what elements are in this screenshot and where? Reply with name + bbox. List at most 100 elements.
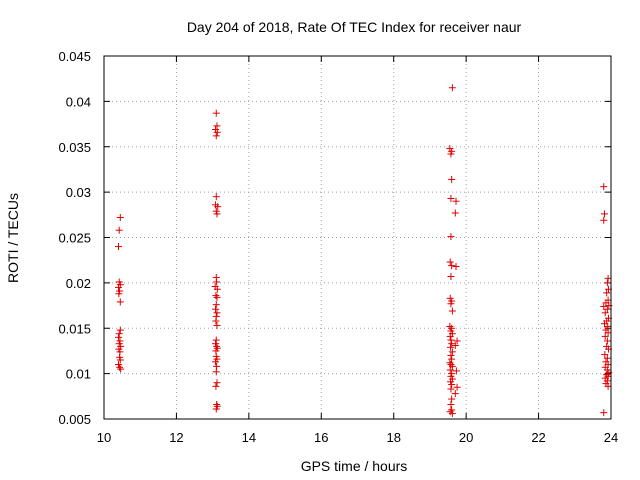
data-point [603, 354, 611, 362]
data-point [604, 372, 612, 380]
y-tick-label: 0.025 [58, 231, 91, 246]
data-point [603, 305, 611, 313]
x-tick-label: 10 [97, 430, 111, 445]
data-point [446, 359, 454, 367]
data-point [448, 262, 456, 270]
data-point [213, 278, 221, 286]
data-point [214, 203, 222, 211]
data-point [604, 329, 612, 337]
data-point [116, 326, 124, 334]
data-point [448, 175, 456, 183]
data-point [448, 348, 456, 356]
data-point [604, 274, 612, 282]
data-point [600, 409, 608, 417]
y-axis-label: ROTI / TECUs [5, 193, 21, 283]
data-point [213, 122, 221, 130]
data-point [448, 340, 456, 348]
data-points [114, 84, 613, 418]
data-point [451, 390, 459, 398]
data-point [448, 410, 456, 418]
y-tick-label: 0.005 [58, 412, 91, 427]
data-point [448, 362, 456, 370]
data-point [452, 197, 460, 205]
data-point [446, 332, 454, 340]
data-point [212, 301, 220, 309]
data-point [213, 293, 221, 301]
data-point [448, 307, 456, 315]
data-point [448, 395, 456, 403]
x-axis-label: GPS time / hours [301, 458, 408, 474]
data-point [603, 289, 611, 297]
data-point [447, 273, 455, 281]
data-point [213, 128, 221, 136]
data-point [212, 358, 220, 366]
data-point [213, 322, 221, 330]
data-point [114, 333, 122, 341]
data-point [116, 214, 124, 222]
data-point [448, 84, 456, 92]
data-point [453, 337, 461, 345]
data-point [600, 183, 608, 191]
data-point [212, 317, 220, 325]
y-tick-label: 0.015 [58, 321, 91, 336]
data-point [600, 302, 608, 310]
data-point [600, 216, 608, 224]
data-point [601, 332, 609, 340]
data-point [447, 300, 455, 308]
data-point [213, 285, 221, 293]
data-point [447, 194, 455, 202]
data-point [603, 279, 611, 287]
data-point [604, 382, 612, 390]
data-point [452, 367, 460, 375]
data-point [447, 233, 455, 241]
data-point [447, 351, 455, 359]
data-point [447, 385, 455, 393]
data-point [116, 298, 124, 306]
data-point [601, 351, 609, 359]
data-point [115, 330, 123, 338]
x-tick-label: 14 [242, 430, 256, 445]
x-tick-label: 22 [531, 430, 545, 445]
data-point [447, 343, 455, 351]
y-tick-label: 0.02 [66, 276, 91, 291]
chart-title: Day 204 of 2018, Rate Of TEC Index for r… [187, 19, 522, 35]
data-point [447, 361, 455, 369]
data-point [116, 363, 124, 371]
data-point [453, 383, 461, 391]
data-point [114, 283, 122, 291]
data-point [212, 109, 220, 117]
data-point [447, 400, 455, 408]
data-point [114, 243, 122, 251]
data-point [603, 371, 611, 379]
data-point [212, 405, 220, 413]
data-point [213, 309, 221, 317]
x-tick-label: 18 [386, 430, 400, 445]
y-tick-label: 0.03 [66, 185, 91, 200]
y-tick-label: 0.04 [66, 94, 91, 109]
data-point [446, 322, 454, 330]
plot-frame [103, 55, 612, 420]
data-point [447, 150, 455, 158]
data-point [452, 263, 460, 271]
grid-lines [104, 56, 611, 419]
x-tick-label: 16 [314, 430, 328, 445]
data-point [604, 322, 612, 330]
data-point [116, 356, 124, 364]
tick-labels: 10 12 14 16 18 20 22 24 0.005 0.01 0.015 0.02 0.025 0… [58, 49, 618, 445]
x-tick-label: 20 [459, 430, 473, 445]
y-tick-label: 0.01 [66, 367, 91, 382]
data-point [446, 258, 454, 266]
data-point [446, 366, 454, 374]
data-point [212, 336, 220, 344]
x-tick-label: 12 [169, 430, 183, 445]
data-point [212, 292, 220, 300]
data-point [117, 365, 125, 373]
data-point [451, 209, 459, 217]
data-point [212, 382, 220, 390]
data-point [603, 337, 611, 345]
x-tick-label: 24 [604, 430, 618, 445]
data-point [115, 290, 123, 298]
data-point [451, 341, 459, 349]
data-point [212, 305, 220, 313]
